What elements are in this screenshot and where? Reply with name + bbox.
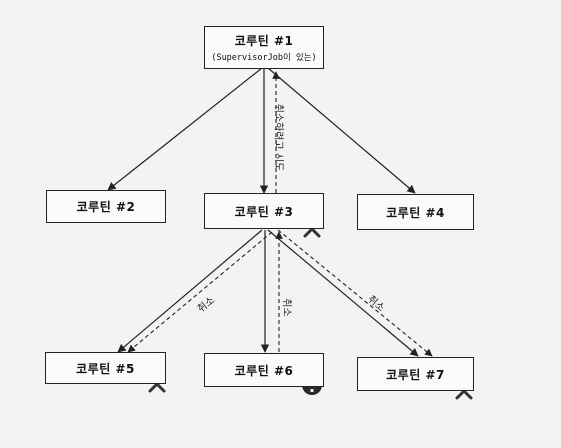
edge-cancel-3-to-7 bbox=[277, 229, 433, 357]
cancel-attempt-label: 취소하려고 시도 bbox=[272, 103, 284, 172]
coroutine-4-label: 코루틴 #4 bbox=[386, 205, 445, 220]
coroutine-7-label: 코루틴 #7 bbox=[386, 367, 445, 382]
coroutine-4-node: 코루틴 #4 bbox=[357, 194, 474, 230]
coroutine-5-node: 코루틴 #5 bbox=[45, 352, 166, 384]
edge-1-to-2 bbox=[107, 67, 263, 191]
coroutine-1-sublabel: (SupervisorJob이 있는) bbox=[211, 53, 317, 63]
coroutine-1-label: 코루틴 #1 bbox=[234, 34, 294, 48]
edge-3-to-5 bbox=[117, 229, 263, 353]
coroutine-6-label: 코루틴 #6 bbox=[234, 363, 294, 378]
coroutine-1-node: 코루틴 #1 (SupervisorJob이 있는) bbox=[204, 26, 324, 69]
cancel-label-6: 취소 bbox=[280, 298, 292, 317]
edge-cancel-3-to-5 bbox=[127, 231, 273, 353]
edge-1-to-4 bbox=[267, 67, 416, 194]
coroutine-3-node: 코루틴 #3 bbox=[204, 193, 324, 229]
coroutine-7-node: 코루틴 #7 bbox=[357, 357, 474, 391]
coroutine-5-label: 코루틴 #5 bbox=[76, 361, 135, 376]
coroutine-6-node: 코루틴 #6 bbox=[204, 353, 324, 387]
coroutine-3-label: 코루틴 #3 bbox=[234, 204, 294, 219]
coroutine-2-node: 코루틴 #2 bbox=[46, 190, 166, 223]
edge-3-to-7 bbox=[267, 229, 419, 357]
coroutine-2-label: 코루틴 #2 bbox=[76, 200, 136, 214]
